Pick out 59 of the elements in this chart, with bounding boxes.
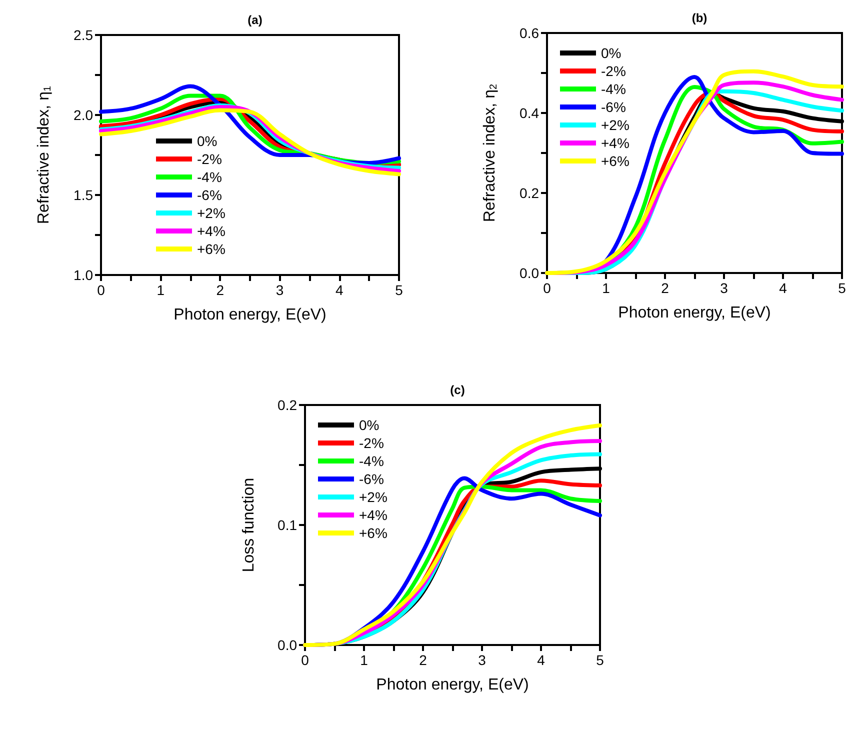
y-tick-label: 0.2 <box>520 185 540 201</box>
legend-label: +4% <box>359 507 388 523</box>
x-tick-label: 0 <box>97 282 106 298</box>
legend-label: +6% <box>359 525 388 541</box>
y-tick-label: 0.6 <box>520 25 540 41</box>
legend-label: 0% <box>601 45 622 61</box>
y-tick-label: 1.5 <box>74 187 94 203</box>
legend-label: +6% <box>601 153 630 169</box>
x-tick-label: 3 <box>276 282 284 298</box>
legend-label: -6% <box>601 99 626 115</box>
y-tick-label: 2.0 <box>74 107 94 123</box>
legend-label: -4% <box>601 81 626 97</box>
x-tick-label: 0 <box>301 652 310 668</box>
y-axis-title: Refractive index, η1 <box>36 86 54 224</box>
legend-label: -6% <box>359 471 384 487</box>
legend-label: -4% <box>197 169 222 185</box>
y-tick-label: 0.4 <box>520 105 540 121</box>
legend-label: 0% <box>197 133 218 149</box>
legend-label: +6% <box>197 241 226 257</box>
legend-label: -2% <box>601 63 626 79</box>
chart-title: (c) <box>450 383 465 397</box>
x-axis-title: Photon energy, E(eV) <box>174 306 326 324</box>
x-tick-label: 4 <box>537 652 546 668</box>
x-tick-label: 3 <box>720 280 728 296</box>
y-tick-label: 1.0 <box>74 267 94 283</box>
x-tick-label: 2 <box>419 652 428 668</box>
x-tick-label: 4 <box>336 282 344 298</box>
legend-label: -6% <box>197 187 222 203</box>
y-tick-label: 0.1 <box>278 517 298 533</box>
chart-title: (b) <box>692 11 708 25</box>
x-tick-label: 2 <box>216 282 224 298</box>
chart-title: (a) <box>248 13 262 27</box>
x-tick-label: 3 <box>478 652 486 668</box>
x-tick-label: 1 <box>156 282 165 298</box>
y-tick-label: 0.0 <box>520 265 540 281</box>
legend-label: +4% <box>197 223 226 239</box>
x-tick-label: 1 <box>360 652 368 668</box>
y-tick-label: 0.0 <box>278 637 298 653</box>
legend-label: 0% <box>359 417 380 433</box>
x-tick-label: 5 <box>838 280 846 296</box>
legend-label: +2% <box>359 489 388 505</box>
x-axis-title: Photon energy, E(eV) <box>376 676 529 694</box>
y-tick-label: 0.2 <box>278 397 298 413</box>
legend-label: -4% <box>359 453 384 469</box>
x-axis-title: Photon energy, E(eV) <box>618 304 771 322</box>
legend-label: +2% <box>197 205 226 221</box>
x-tick-label: 0 <box>543 280 552 296</box>
legend-label: -2% <box>197 151 222 167</box>
legend-label: +4% <box>601 135 630 151</box>
y-tick-label: 2.5 <box>74 27 94 43</box>
legend-label: -2% <box>359 435 384 451</box>
x-tick-label: 5 <box>596 652 604 668</box>
x-tick-label: 2 <box>661 280 670 296</box>
legend-label: +2% <box>601 117 630 133</box>
y-axis-title: Refractive index, η2 <box>482 84 500 222</box>
y-axis-title: Loss function <box>240 478 258 572</box>
x-tick-label: 1 <box>602 280 610 296</box>
x-tick-label: 5 <box>395 282 404 298</box>
x-tick-label: 4 <box>779 280 788 296</box>
